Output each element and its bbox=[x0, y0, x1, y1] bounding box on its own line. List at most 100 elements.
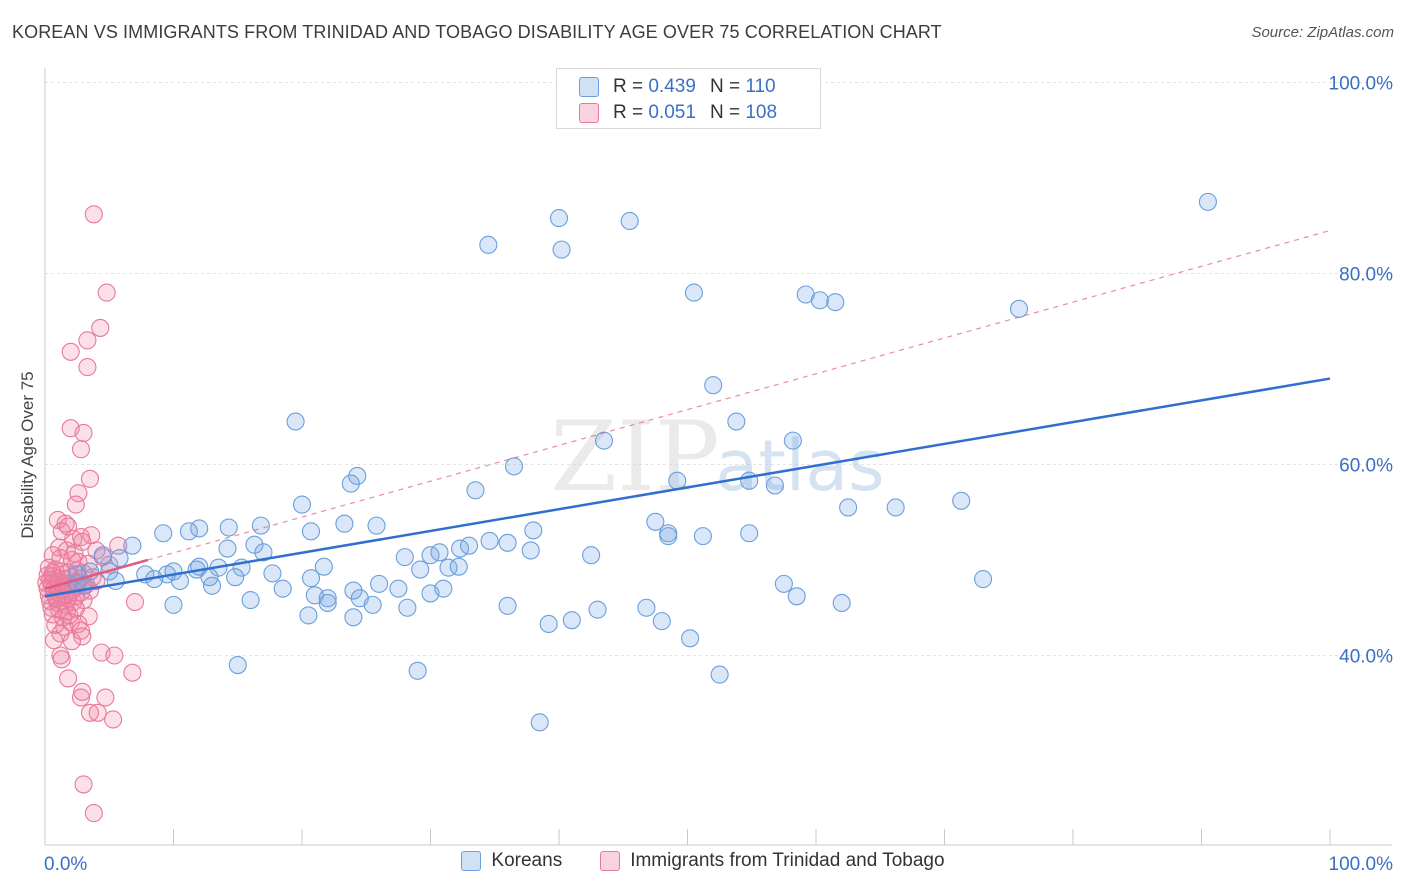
tt-point bbox=[74, 775, 93, 794]
korean-point bbox=[344, 608, 363, 627]
korean-point bbox=[398, 598, 417, 617]
korean-point bbox=[370, 574, 389, 593]
korean-point bbox=[273, 579, 292, 598]
legend-row-koreans: R = 0.439 N = 110 bbox=[579, 75, 776, 99]
korean-point bbox=[344, 581, 363, 600]
korean-point bbox=[190, 519, 209, 538]
legend-swatch-tt bbox=[579, 103, 599, 123]
korean-point bbox=[681, 629, 700, 648]
tt-point bbox=[61, 342, 80, 361]
tt-points bbox=[37, 205, 144, 823]
korean-point bbox=[646, 512, 665, 531]
korean-point bbox=[886, 498, 905, 517]
korean-point bbox=[318, 593, 337, 613]
korean-point bbox=[363, 595, 382, 614]
correlation-legend: R = 0.439 N = 110 R = 0.051 N = 108 bbox=[556, 68, 821, 129]
korean-point bbox=[693, 527, 712, 546]
korean-point bbox=[727, 412, 746, 431]
korean-point bbox=[810, 291, 829, 310]
tt-point bbox=[78, 358, 97, 377]
watermark-zip: ZIP bbox=[550, 401, 719, 513]
y-tick-label: 80.0% bbox=[1339, 265, 1393, 286]
korean-point bbox=[684, 283, 703, 302]
korean-point bbox=[251, 516, 270, 535]
tt-point bbox=[74, 423, 93, 443]
korean-point bbox=[179, 522, 198, 541]
tt-point bbox=[62, 632, 82, 651]
korean-point bbox=[826, 293, 845, 312]
tt-point bbox=[88, 703, 107, 722]
korean-point bbox=[549, 209, 569, 228]
korean-point bbox=[263, 564, 282, 583]
korean-point bbox=[787, 587, 806, 606]
tt-point bbox=[104, 710, 123, 729]
y-tick-label: 60.0% bbox=[1339, 456, 1393, 477]
series-label-tt: Immigrants from Trinidad and Tobago bbox=[630, 850, 945, 871]
korean-point bbox=[774, 574, 793, 593]
korean-point bbox=[123, 536, 142, 555]
tt-point bbox=[84, 205, 103, 224]
tt-point bbox=[69, 484, 88, 503]
tt-point bbox=[71, 688, 91, 707]
y-axis-title: Disability Age Over 75 bbox=[18, 371, 37, 538]
korean-point bbox=[430, 543, 449, 562]
korean-point bbox=[620, 211, 639, 231]
legend-swatch-koreans bbox=[579, 77, 599, 97]
korean-point bbox=[341, 474, 360, 493]
korean-point bbox=[449, 557, 468, 576]
korean-point bbox=[228, 655, 247, 675]
tt-point bbox=[78, 331, 97, 350]
korean-point bbox=[839, 498, 858, 517]
tt-point bbox=[79, 607, 98, 626]
tt-point bbox=[80, 703, 100, 722]
y-tick-label: 100.0% bbox=[1329, 74, 1394, 95]
korean-point bbox=[740, 524, 759, 543]
korean-point bbox=[434, 579, 453, 598]
legend-r-value: 0.439 bbox=[648, 76, 696, 97]
korean-point bbox=[498, 533, 517, 552]
tt-trend-extension bbox=[147, 229, 1331, 561]
axes bbox=[44, 68, 1392, 846]
tt-point bbox=[71, 621, 91, 640]
watermark-atlas: atlas bbox=[715, 425, 884, 507]
source-label: Source: ZipAtlas.com bbox=[1251, 24, 1394, 41]
korean-point bbox=[348, 466, 367, 486]
korean-trend-line bbox=[44, 377, 1331, 598]
korean-point bbox=[301, 569, 321, 588]
korean-point bbox=[226, 568, 245, 587]
series-legend: Koreans Immigrants from Trinidad and Tob… bbox=[0, 850, 1406, 872]
korean-point bbox=[164, 595, 183, 614]
tt-point bbox=[60, 606, 79, 625]
tt-point bbox=[96, 688, 115, 707]
korean-point bbox=[314, 557, 333, 576]
korean-point bbox=[1009, 299, 1029, 318]
tt-point bbox=[66, 495, 85, 514]
legend-r-value: 0.051 bbox=[648, 102, 696, 123]
korean-point bbox=[408, 661, 427, 680]
tt-point bbox=[105, 646, 124, 665]
series-swatch-koreans bbox=[461, 851, 482, 871]
series-legend-tt: Immigrants from Trinidad and Tobago bbox=[600, 850, 945, 872]
korean-point bbox=[203, 576, 222, 595]
korean-point bbox=[668, 471, 687, 490]
axis-labels: 40.0% 60.0% 80.0% 100.0% 0.0% 100.0% Disabilit… bbox=[18, 74, 1393, 876]
series-label-koreans: Koreans bbox=[491, 850, 563, 871]
legend-n-label: N = bbox=[709, 102, 741, 123]
korean-point bbox=[299, 606, 318, 625]
tt-point bbox=[80, 469, 100, 488]
korean-point bbox=[704, 376, 723, 395]
korean-point bbox=[1198, 192, 1217, 211]
korean-point bbox=[659, 527, 678, 546]
legend-r-label: R = bbox=[613, 76, 644, 97]
korean-point bbox=[411, 560, 430, 579]
korean-point bbox=[389, 579, 408, 598]
tt-point bbox=[44, 631, 64, 650]
chart-title: KOREAN VS IMMIGRANTS FROM TRINIDAD AND T… bbox=[12, 22, 942, 42]
series-swatch-tt bbox=[600, 851, 621, 871]
korean-point bbox=[254, 543, 273, 562]
tt-point bbox=[73, 627, 92, 646]
korean-point bbox=[318, 589, 337, 608]
korean-point bbox=[335, 514, 354, 533]
tt-point bbox=[71, 440, 91, 459]
